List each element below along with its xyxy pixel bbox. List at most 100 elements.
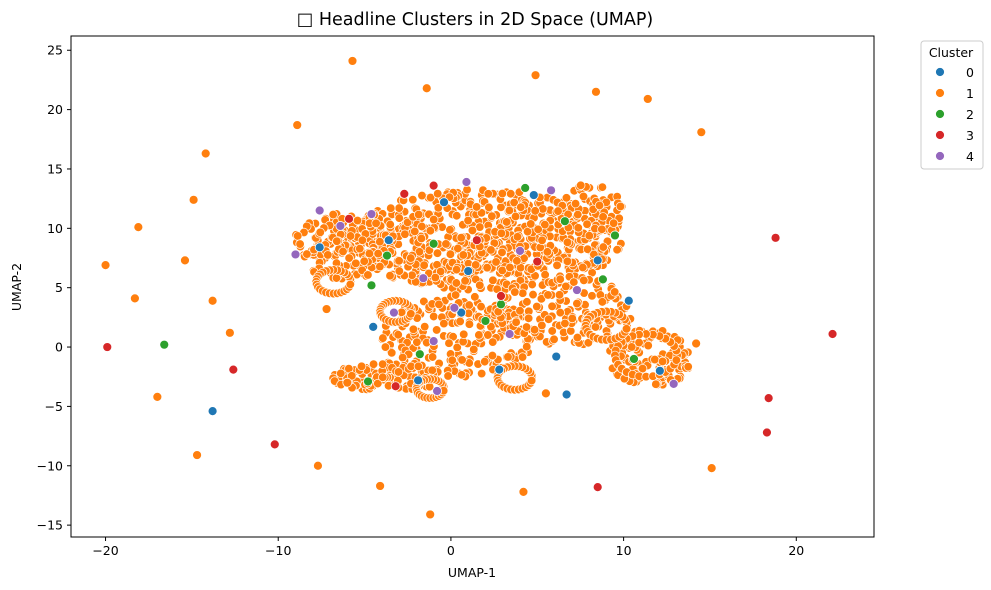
scatter-point-cluster-1 bbox=[487, 350, 498, 361]
scatter-point-cluster-1 bbox=[561, 193, 572, 203]
scatter-point-cluster-2 bbox=[496, 299, 506, 310]
scatter-point-cluster-1 bbox=[657, 356, 668, 367]
scatter-point-cluster-1 bbox=[573, 209, 583, 220]
scatter-point-cluster-1 bbox=[522, 226, 533, 237]
scatter-point-cluster-1 bbox=[295, 239, 305, 249]
scatter-point-cluster-1 bbox=[597, 297, 607, 307]
scatter-point-cluster-1 bbox=[425, 226, 435, 236]
scatter-point-cluster-1 bbox=[512, 232, 523, 242]
scatter-point-cluster-1 bbox=[522, 297, 532, 307]
scatter-point-cluster-0 bbox=[561, 389, 572, 400]
series-1 bbox=[100, 56, 717, 520]
scatter-point-cluster-1 bbox=[554, 290, 565, 300]
scatter-point-cluster-1 bbox=[342, 377, 353, 388]
scatter-point-cluster-1 bbox=[451, 278, 461, 288]
scatter-point-cluster-1 bbox=[371, 218, 381, 228]
scatter-point-cluster-1 bbox=[572, 298, 582, 309]
scatter-point-cluster-1 bbox=[582, 219, 592, 229]
scatter-point-cluster-1 bbox=[419, 296, 429, 307]
scatter-point-cluster-1 bbox=[452, 342, 462, 353]
scatter-point-cluster-1 bbox=[427, 365, 437, 375]
scatter-point-cluster-1 bbox=[486, 245, 496, 255]
scatter-point-cluster-1 bbox=[621, 324, 632, 334]
scatter-point-cluster-0 bbox=[314, 242, 325, 253]
scatter-point-cluster-1 bbox=[506, 189, 516, 199]
scatter-point-cluster-1 bbox=[345, 279, 355, 290]
scatter-point-cluster-1 bbox=[425, 509, 436, 520]
scatter-point-cluster-1 bbox=[518, 288, 528, 298]
scatter-point-cluster-1 bbox=[477, 368, 487, 379]
legend-items: 0 1 2 3 4 bbox=[935, 65, 974, 164]
scatter-point-cluster-1 bbox=[129, 293, 140, 304]
scatter-point-cluster-1 bbox=[591, 86, 601, 97]
scatter-point-cluster-1 bbox=[408, 324, 419, 334]
scatter-point-cluster-1 bbox=[517, 352, 528, 362]
scatter-point-cluster-2 bbox=[366, 280, 377, 291]
scatter-point-cluster-1 bbox=[459, 329, 469, 339]
scatter-point-cluster-1 bbox=[345, 231, 356, 241]
scatter-point-cluster-1 bbox=[420, 322, 430, 332]
scatter-point-cluster-1 bbox=[598, 242, 608, 252]
axis-ticks: −20 −10 0 10 20 −15 −10 −5 0 5 10 15 20 25 bbox=[37, 43, 805, 558]
scatter-point-cluster-4 bbox=[515, 245, 525, 256]
scatter-point-cluster-1 bbox=[427, 352, 438, 362]
scatter-point-cluster-1 bbox=[526, 219, 536, 229]
scatter-point-cluster-1 bbox=[467, 225, 478, 236]
scatter-point-cluster-1 bbox=[315, 227, 325, 237]
scatter-point-cluster-1 bbox=[476, 301, 486, 312]
scatter-point-cluster-1 bbox=[152, 392, 163, 402]
scatter-point-cluster-1 bbox=[512, 256, 522, 266]
scatter-point-cluster-1 bbox=[180, 255, 190, 266]
scatter-point-cluster-1 bbox=[527, 279, 537, 290]
scatter-point-cluster-1 bbox=[394, 203, 404, 213]
legend-marker-4 bbox=[935, 151, 945, 161]
scatter-point-cluster-1 bbox=[293, 231, 303, 241]
dense-core-points bbox=[291, 180, 693, 403]
scatter-point-cluster-4 bbox=[504, 329, 515, 339]
scatter-point-cluster-1 bbox=[460, 276, 470, 286]
scatter-point-cluster-1 bbox=[433, 189, 443, 199]
scatter-point-cluster-1 bbox=[496, 202, 506, 212]
scatter-point-cluster-1 bbox=[328, 209, 338, 220]
y-tick-label: 15 bbox=[47, 161, 63, 176]
scatter-point-cluster-1 bbox=[429, 214, 439, 225]
scatter-point-cluster-1 bbox=[553, 206, 563, 216]
scatter-point-cluster-2 bbox=[520, 183, 531, 193]
scatter-point-cluster-1 bbox=[410, 226, 420, 237]
scatter-point-cluster-1 bbox=[416, 233, 427, 244]
scatter-point-cluster-1 bbox=[691, 338, 702, 349]
scatter-point-cluster-1 bbox=[547, 326, 557, 336]
scatter-point-cluster-1 bbox=[482, 263, 492, 273]
scatter-point-cluster-1 bbox=[373, 248, 383, 259]
scatter-point-cluster-3 bbox=[269, 439, 280, 450]
scatter-point-cluster-1 bbox=[487, 211, 497, 221]
scatter-point-cluster-1 bbox=[516, 202, 526, 212]
scatter-point-cluster-1 bbox=[528, 289, 538, 300]
y-tick-label: 0 bbox=[55, 340, 63, 355]
scatter-point-cluster-1 bbox=[540, 388, 551, 399]
scatter-point-cluster-1 bbox=[323, 250, 333, 260]
scatter-point-cluster-1 bbox=[567, 313, 577, 324]
scatter-point-cluster-4 bbox=[366, 209, 377, 219]
scatter-point-cluster-1 bbox=[425, 192, 436, 203]
series-0 bbox=[207, 190, 665, 417]
scatter-point-cluster-1 bbox=[538, 204, 548, 214]
scatter-point-cluster-1 bbox=[562, 256, 573, 266]
legend: Cluster 0 1 2 3 4 bbox=[920, 40, 984, 170]
y-tick-label: −10 bbox=[37, 458, 63, 473]
scatter-point-cluster-1 bbox=[394, 266, 404, 276]
scatter-point-cluster-0 bbox=[551, 351, 562, 362]
scatter-point-cluster-3 bbox=[762, 427, 772, 438]
scatter-point-cluster-4 bbox=[668, 378, 679, 389]
scatter-point-cluster-1 bbox=[357, 235, 368, 245]
scatter-point-cluster-1 bbox=[313, 460, 323, 471]
x-tick-label: 0 bbox=[447, 543, 455, 558]
scatter-point-cluster-2 bbox=[382, 250, 392, 261]
scatter-point-cluster-4 bbox=[428, 336, 439, 347]
scatter-point-cluster-3 bbox=[102, 342, 113, 352]
scatter-point-cluster-1 bbox=[421, 83, 432, 94]
scatter-point-cluster-1 bbox=[502, 217, 512, 227]
scatter-point-cluster-3 bbox=[228, 364, 239, 375]
scatter-point-cluster-0 bbox=[494, 364, 505, 375]
